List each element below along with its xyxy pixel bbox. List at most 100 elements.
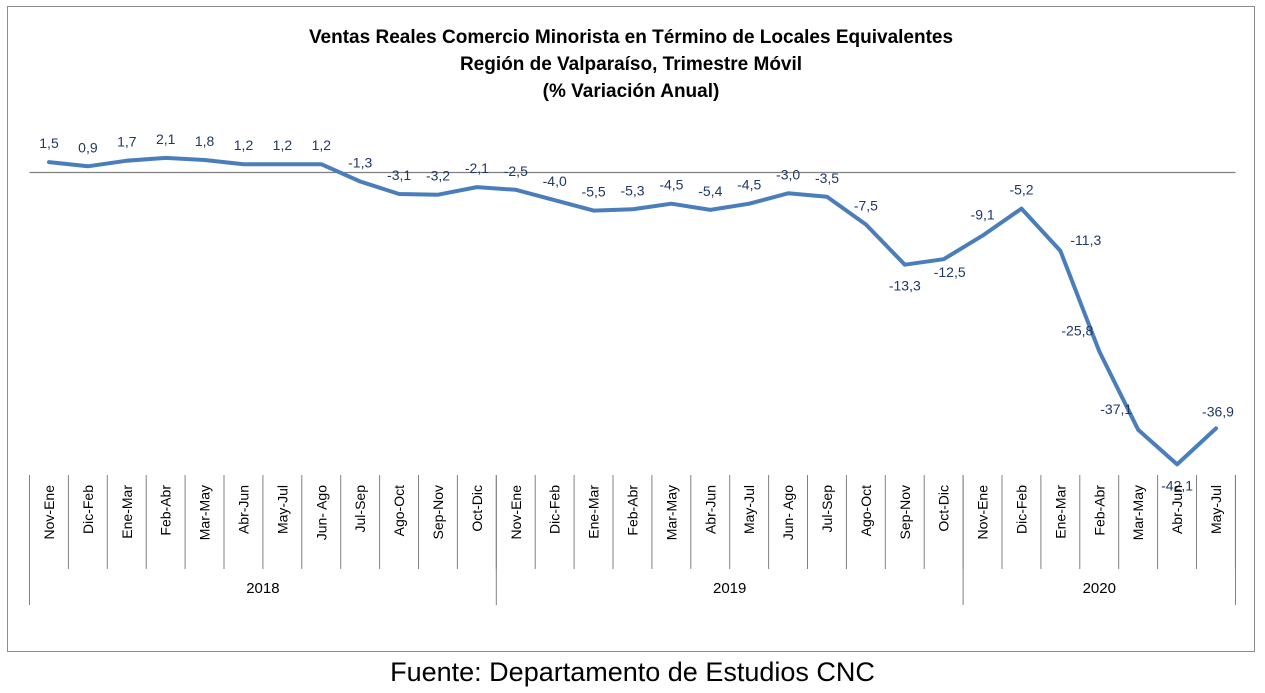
data-label: -3,2	[426, 168, 450, 184]
x-tick-label: May-Jul	[1208, 485, 1224, 534]
x-tick-label: May-Jul	[741, 485, 757, 534]
data-label: -36,9	[1202, 403, 1234, 419]
data-point	[164, 156, 168, 160]
data-point	[125, 159, 129, 163]
data-point	[86, 164, 90, 168]
x-tick-label: Ago-Oct	[858, 485, 874, 536]
x-tick-label: Jun- Ago	[780, 485, 796, 540]
data-label: -3,1	[387, 167, 411, 183]
data-point	[319, 162, 323, 166]
data-point	[47, 160, 51, 164]
data-point	[553, 198, 557, 202]
data-label: -11,3	[1070, 232, 1101, 248]
year-label: 2018	[246, 580, 279, 597]
data-label: -5,5	[582, 184, 606, 200]
x-tick-label: Ene-Mar	[586, 485, 602, 539]
x-tick-label: Feb-Abr	[158, 485, 174, 536]
x-tick-label: Feb-Abr	[1091, 485, 1107, 536]
x-tick-label: Sep-Nov	[897, 485, 913, 539]
x-tick-labels: Nov-Ene Dic-Feb Ene-Mar Feb-Abr Mar-May Abr-J…	[41, 485, 1224, 541]
data-point	[514, 188, 518, 192]
chart-frame: Ventas Reales Comercio Minorista en Térm…	[7, 6, 1255, 652]
data-point	[942, 257, 946, 261]
data-label: 1,5	[39, 135, 59, 151]
data-point	[592, 209, 596, 213]
data-point	[669, 202, 673, 206]
x-tick-label: Mar-May	[197, 485, 213, 540]
data-point	[358, 180, 362, 184]
x-tick-label: Mar-May	[663, 485, 679, 540]
data-point	[981, 234, 985, 238]
data-label: 0,9	[78, 139, 98, 155]
data-point	[825, 195, 829, 199]
year-label: 2019	[713, 580, 746, 597]
x-tick-label: Mar-May	[1130, 485, 1146, 540]
data-point	[203, 158, 207, 162]
data-point	[903, 263, 907, 267]
data-label: -9,1	[971, 207, 995, 223]
x-tick-label: Ene-Mar	[1052, 485, 1068, 539]
data-label: -13,3	[889, 278, 921, 294]
x-axis	[29, 171, 1236, 605]
data-label: -2,5	[504, 163, 528, 179]
chart-title-line-2: Región de Valparaíso, Trimestre Móvil	[460, 54, 802, 75]
chart-title-line-3: (% Variación Anual)	[543, 81, 720, 102]
data-label: -4,5	[737, 177, 761, 193]
x-tick-label: Oct-Dic	[469, 485, 485, 532]
x-tick-label: Feb-Abr	[625, 485, 641, 536]
data-point	[280, 162, 284, 166]
data-label: -4,0	[543, 173, 567, 189]
data-point	[242, 162, 245, 166]
data-label: -7,5	[854, 198, 878, 214]
data-label: -4,5	[659, 177, 683, 193]
chart-title-line-1: Ventas Reales Comercio Minorista en Térm…	[309, 27, 953, 48]
data-label: -5,3	[620, 182, 644, 198]
data-label: -3,5	[815, 170, 839, 186]
data-point	[397, 192, 401, 196]
data-point	[631, 207, 634, 211]
x-tick-label: Dic-Feb	[547, 485, 563, 534]
line-chart: Ventas Reales Comercio Minorista en Térm…	[29, 27, 1236, 605]
data-label: 1,7	[117, 134, 137, 150]
data-point	[747, 202, 751, 206]
data-label: 2,1	[156, 131, 176, 147]
x-tick-label: Oct-Dic	[936, 485, 952, 532]
data-label: -2,1	[465, 160, 489, 176]
x-tick-label: Jun- Ago	[313, 485, 329, 540]
data-point	[1214, 426, 1218, 430]
data-label: -12,5	[934, 264, 966, 280]
x-tick-label: Nov-Ene	[41, 485, 57, 540]
x-tick-label: Nov-Ene	[975, 485, 991, 540]
x-tick-label: Jul-Sep	[819, 485, 835, 533]
x-tick-label: Jul-Sep	[352, 485, 368, 533]
data-label: 1,2	[273, 137, 293, 153]
series-line	[47, 155, 1218, 467]
data-labels: 1,5 0,9 1,7 2,1 1,8 1,2 1,2 1,2 -1,3 -3,1 -3,2 -2,1…	[39, 131, 1234, 493]
x-tick-label: Dic-Feb	[1014, 485, 1030, 534]
x-tick-label: Ago-Oct	[391, 485, 407, 536]
data-label: -37,1	[1100, 401, 1132, 417]
data-label: -5,2	[1009, 182, 1033, 198]
chart-title: Ventas Reales Comercio Minorista en Térm…	[309, 27, 953, 102]
data-point	[708, 208, 712, 212]
data-point	[1058, 249, 1062, 253]
source-note: Fuente: Departamento de Estudios CNC	[390, 657, 875, 687]
x-tick-label: Sep-Nov	[430, 485, 446, 539]
data-label: -42,1	[1161, 477, 1193, 493]
x-tick-label: Abr-Jun	[1169, 485, 1185, 534]
year-group-labels: 2018 2019 2020	[246, 580, 1116, 597]
year-label: 2020	[1083, 580, 1116, 597]
data-label: 1,2	[234, 137, 254, 153]
x-tick-label: Dic-Feb	[80, 485, 96, 534]
data-label: 1,8	[195, 133, 215, 149]
x-tick-label: Nov-Ene	[508, 485, 524, 540]
x-tick-label: Abr-Jun	[236, 485, 252, 534]
data-label: -1,3	[348, 155, 372, 171]
data-point	[864, 223, 868, 227]
data-label: 1,2	[312, 137, 332, 153]
data-point	[475, 185, 479, 189]
series-line-group	[47, 155, 1218, 467]
x-tick-label: Ene-Mar	[119, 485, 135, 539]
data-point	[1136, 428, 1140, 432]
x-tick-label: May-Jul	[274, 485, 290, 534]
